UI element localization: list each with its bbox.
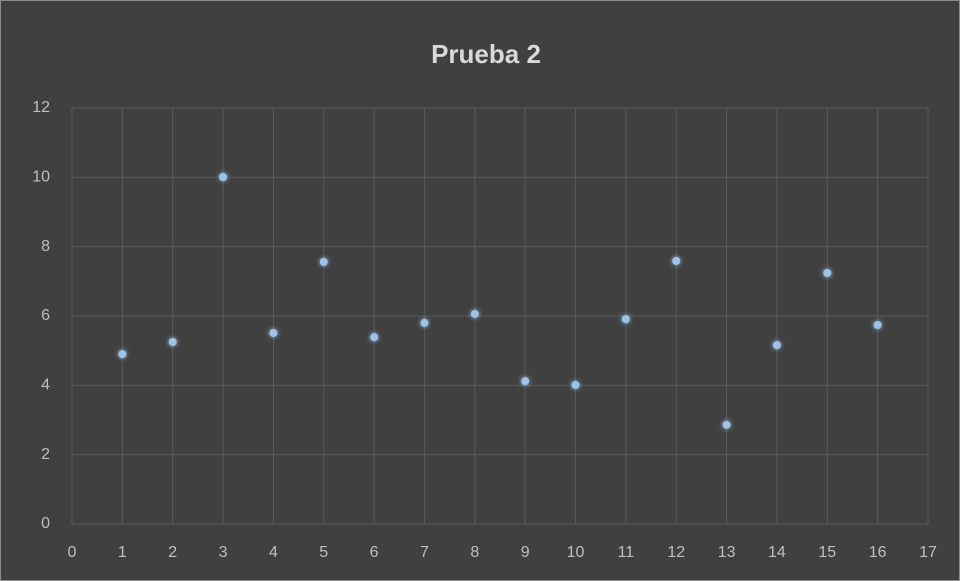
point	[219, 172, 228, 181]
point	[571, 380, 580, 389]
point	[772, 341, 781, 350]
point	[420, 318, 429, 327]
point	[370, 333, 379, 342]
x-tick-label: 9	[521, 544, 530, 561]
x-tick-label: 4	[269, 544, 278, 561]
y-tick-label: 12	[32, 99, 50, 116]
x-tick-label: 10	[567, 544, 585, 561]
x-tick-label: 5	[319, 544, 328, 561]
x-tick-label: 1	[118, 544, 127, 561]
y-tick-label: 6	[41, 307, 50, 324]
point	[168, 338, 177, 346]
y-tick-label: 4	[41, 377, 50, 394]
chart-title: Prueba 2	[431, 39, 541, 69]
point	[319, 257, 328, 266]
x-tick-label: 17	[919, 544, 937, 561]
y-tick-label: 2	[41, 446, 50, 463]
point	[521, 377, 530, 386]
x-tick-label: 3	[219, 544, 228, 561]
x-tick-label: 16	[869, 544, 887, 561]
point	[269, 328, 278, 337]
point	[873, 321, 882, 330]
point	[823, 269, 832, 278]
x-tick-label: 13	[718, 544, 736, 561]
x-tick-label: 7	[420, 544, 429, 561]
point	[470, 309, 479, 318]
x-tick-label: 2	[168, 544, 177, 561]
x-tick-label: 15	[818, 544, 836, 561]
x-tick-label: 8	[470, 544, 479, 561]
point	[672, 256, 681, 265]
y-tick-label: 10	[32, 169, 50, 186]
point	[722, 420, 731, 429]
x-tick-label: 6	[370, 544, 379, 561]
y-tick-label: 0	[41, 515, 50, 532]
x-tick-label: 11	[618, 544, 635, 561]
point	[118, 350, 127, 359]
point	[621, 315, 630, 324]
x-tick-label: 14	[768, 544, 786, 561]
x-tick-label: 12	[667, 544, 685, 561]
y-tick-label: 8	[41, 238, 50, 255]
x-tick-label: 0	[68, 544, 77, 561]
